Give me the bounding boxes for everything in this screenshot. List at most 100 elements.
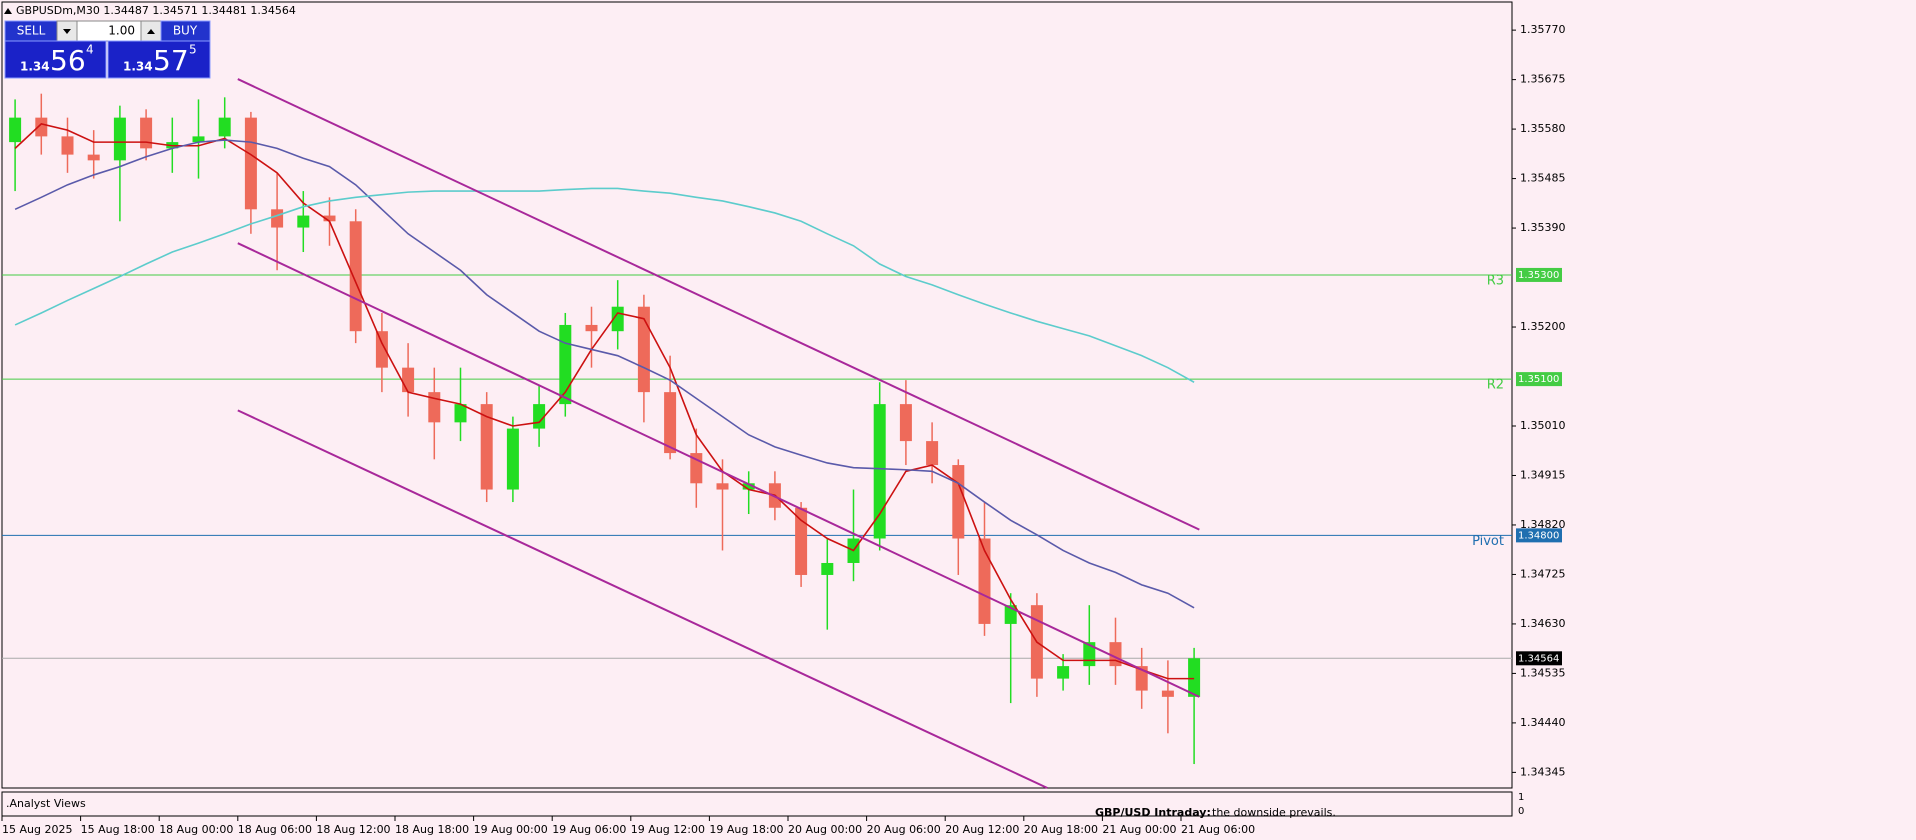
indicator-frame: [1, 791, 1513, 817]
candle-body: [1188, 658, 1201, 697]
candle-body: [402, 367, 415, 393]
moving-average: [14, 187, 1195, 383]
level-tag: [1516, 372, 1562, 387]
ask-box[interactable]: [107, 40, 211, 79]
y-tick-label: 1.34725: [1520, 567, 1566, 580]
trade-panel: SELL 1.00 BUY 1.34 56 4 1.34 57 5: [4, 20, 211, 79]
plot: [9, 78, 1201, 789]
y-tick-label: 1.34915: [1520, 468, 1566, 481]
candle-body: [375, 331, 388, 368]
y-tick-label: 1.35010: [1520, 419, 1566, 432]
candle-body: [873, 404, 886, 539]
candle-body: [585, 324, 598, 332]
candle-body: [297, 215, 310, 228]
moving-average: [14, 139, 1195, 609]
candle-body: [664, 392, 677, 454]
level-tag-label: 1.35300: [1518, 270, 1559, 281]
candle-body: [952, 465, 965, 539]
x-tick-label: 20 Aug 06:00: [867, 823, 941, 836]
candle-body: [821, 562, 834, 575]
y-tick-label: 1.34535: [1520, 666, 1566, 679]
candle-body: [9, 117, 22, 143]
x-tick-label: 18 Aug 00:00: [159, 823, 233, 836]
last-price-tag: [1516, 651, 1562, 666]
level-tag-label: 1.34800: [1518, 530, 1559, 541]
y-tick-label: 1.35770: [1520, 23, 1566, 36]
x-tick-label: 18 Aug 12:00: [316, 823, 390, 836]
candle-body: [899, 404, 912, 442]
y-tick-label: 1.34820: [1520, 518, 1566, 531]
candle-body: [218, 117, 231, 137]
x-tick-label: 18 Aug 18:00: [395, 823, 469, 836]
plot-frame: [1, 1, 1513, 789]
x-tick-label: 19 Aug 06:00: [552, 823, 626, 836]
candle-body: [716, 483, 729, 490]
level-tag: [1516, 267, 1562, 282]
candle-body: [559, 324, 572, 405]
candle-body: [480, 404, 493, 490]
level-tag-label: 1.35100: [1518, 374, 1559, 385]
bid-main: 56: [50, 44, 86, 77]
candle-body: [742, 483, 755, 490]
ask-small: 5: [189, 43, 197, 57]
indicator-headline: GBP/USD Intraday:: [1095, 806, 1211, 819]
trendline: [237, 409, 1048, 789]
ask-main: 57: [153, 44, 189, 77]
candle-body: [1135, 666, 1148, 691]
x-tick-label: 21 Aug 06:00: [1181, 823, 1255, 836]
lot-down-icon: [63, 29, 71, 34]
indicator-comment: the downside prevails.: [1212, 806, 1336, 819]
chart-title: GBPUSDm,M30 1.34487 1.34571 1.34481 1.34…: [16, 4, 296, 17]
buy-label: BUY: [173, 24, 198, 38]
level-name: Pivot: [1472, 534, 1504, 549]
x-tick-label: 20 Aug 12:00: [945, 823, 1019, 836]
candle-body: [87, 154, 100, 161]
candle-body: [637, 306, 650, 393]
candle-body: [1057, 666, 1070, 679]
candle-body: [61, 136, 74, 155]
y-tick-label: 1.35200: [1520, 320, 1566, 333]
candle-body: [113, 117, 126, 161]
indicator-tick: 1: [1518, 792, 1524, 803]
bid-small: 4: [86, 43, 94, 57]
levels: R3 R2 Pivot: [2, 273, 1512, 659]
candle-body: [926, 441, 939, 466]
x-tick-label: 20 Aug 18:00: [1024, 823, 1098, 836]
candle-body: [506, 428, 519, 490]
candle-body: [978, 538, 991, 624]
x-tick-label: 19 Aug 00:00: [474, 823, 548, 836]
indicator-tick: 0: [1518, 806, 1524, 817]
sell-label: SELL: [17, 24, 46, 38]
bid-box[interactable]: [4, 40, 107, 79]
trendline: [237, 78, 1200, 531]
collapse-icon[interactable]: [4, 8, 12, 14]
y-tick-label: 1.34345: [1520, 765, 1566, 778]
trendline: [237, 242, 1200, 698]
x-tick-label: 19 Aug 12:00: [631, 823, 705, 836]
bid-big: 1.34: [20, 60, 50, 74]
candle-body: [323, 215, 336, 222]
level-name: R2: [1487, 378, 1504, 393]
x-tick-label: 20 Aug 00:00: [788, 823, 862, 836]
x-tick-label: 21 Aug 00:00: [1102, 823, 1176, 836]
y-tick-label: 1.35485: [1520, 172, 1566, 185]
candle-body: [35, 117, 48, 137]
candle-body: [140, 117, 153, 149]
y-tick-label: 1.34440: [1520, 716, 1566, 729]
candle-body: [349, 221, 362, 332]
x-tick-label: 19 Aug 18:00: [709, 823, 783, 836]
indicator-name: .Analyst Views: [6, 797, 86, 810]
candle-body: [244, 117, 257, 210]
candle-body: [795, 507, 808, 575]
candle-body: [454, 404, 467, 423]
level-tag: [1516, 528, 1562, 543]
candle-body: [271, 209, 284, 228]
candle-body: [192, 136, 205, 143]
ask-big: 1.34: [123, 60, 153, 74]
last-price-label: 1.34564: [1518, 653, 1559, 664]
y-tick-label: 1.35675: [1520, 73, 1566, 86]
y-tick-label: 1.34630: [1520, 617, 1566, 630]
x-tick-label: 18 Aug 06:00: [238, 823, 312, 836]
